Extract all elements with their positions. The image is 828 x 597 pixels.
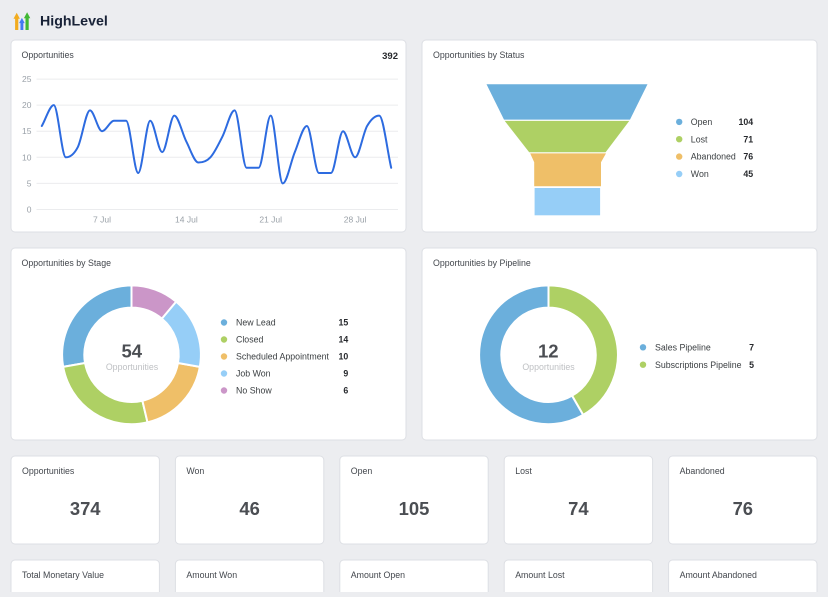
svg-text:Lost: Lost xyxy=(691,134,708,144)
svg-text:15: 15 xyxy=(339,318,349,328)
svg-text:Opportunities by Stage: Opportunities by Stage xyxy=(22,258,112,268)
svg-text:Amount Open: Amount Open xyxy=(351,570,405,580)
svg-text:Scheduled Appointment: Scheduled Appointment xyxy=(236,352,329,362)
svg-text:Opportunities by Pipeline: Opportunities by Pipeline xyxy=(433,258,531,268)
svg-text:21 Jul: 21 Jul xyxy=(259,215,282,225)
svg-text:14: 14 xyxy=(339,335,349,345)
svg-text:Job Won: Job Won xyxy=(236,369,271,379)
svg-text:Won: Won xyxy=(186,466,204,476)
svg-text:76: 76 xyxy=(733,498,753,519)
svg-text:Amount Abandoned: Amount Abandoned xyxy=(680,570,757,580)
svg-text:7 Jul: 7 Jul xyxy=(93,215,111,225)
svg-text:Subscriptions Pipeline: Subscriptions Pipeline xyxy=(655,360,742,370)
svg-text:0: 0 xyxy=(27,205,32,215)
svg-text:6: 6 xyxy=(343,386,348,396)
svg-text:7: 7 xyxy=(749,342,754,352)
svg-text:Open: Open xyxy=(691,117,713,127)
svg-text:374: 374 xyxy=(70,498,101,519)
svg-text:Opportunities by Status: Opportunities by Status xyxy=(433,50,525,60)
svg-text:No Show: No Show xyxy=(236,386,272,396)
svg-text:Amount Won: Amount Won xyxy=(186,570,237,580)
svg-text:54: 54 xyxy=(122,341,143,362)
svg-text:Opportunities: Opportunities xyxy=(106,362,159,372)
svg-text:45: 45 xyxy=(743,169,753,179)
svg-text:25: 25 xyxy=(22,74,32,84)
svg-text:Won: Won xyxy=(691,169,709,179)
svg-text:28 Jul: 28 Jul xyxy=(344,215,367,225)
svg-text:12: 12 xyxy=(538,341,559,362)
svg-text:Amount Lost: Amount Lost xyxy=(515,570,565,580)
svg-text:74: 74 xyxy=(568,498,589,519)
svg-text:10: 10 xyxy=(339,352,349,362)
svg-text:15: 15 xyxy=(22,126,32,136)
svg-text:New Lead: New Lead xyxy=(236,318,276,328)
svg-text:Abandoned: Abandoned xyxy=(691,152,736,162)
svg-text:Lost: Lost xyxy=(515,466,532,476)
svg-text:71: 71 xyxy=(743,134,753,144)
svg-text:Abandoned: Abandoned xyxy=(680,466,725,476)
svg-text:105: 105 xyxy=(399,498,430,519)
svg-text:46: 46 xyxy=(239,498,259,519)
svg-text:Open: Open xyxy=(351,466,373,476)
svg-text:10: 10 xyxy=(22,152,32,162)
svg-text:Opportunities: Opportunities xyxy=(22,466,75,476)
svg-text:392: 392 xyxy=(382,51,398,62)
svg-text:5: 5 xyxy=(27,178,32,188)
svg-text:20: 20 xyxy=(22,100,32,110)
svg-text:Opportunities: Opportunities xyxy=(522,362,575,372)
svg-text:76: 76 xyxy=(743,152,753,162)
svg-text:Total Monetary Value: Total Monetary Value xyxy=(22,570,104,580)
svg-text:9: 9 xyxy=(343,369,348,379)
svg-text:5: 5 xyxy=(749,360,754,370)
svg-text:Sales Pipeline: Sales Pipeline xyxy=(655,342,711,352)
svg-text:Closed: Closed xyxy=(236,335,263,345)
svg-text:Opportunities: Opportunities xyxy=(22,50,75,60)
svg-text:14 Jul: 14 Jul xyxy=(175,215,198,225)
svg-text:HighLevel: HighLevel xyxy=(40,13,108,29)
svg-text:104: 104 xyxy=(739,117,754,127)
